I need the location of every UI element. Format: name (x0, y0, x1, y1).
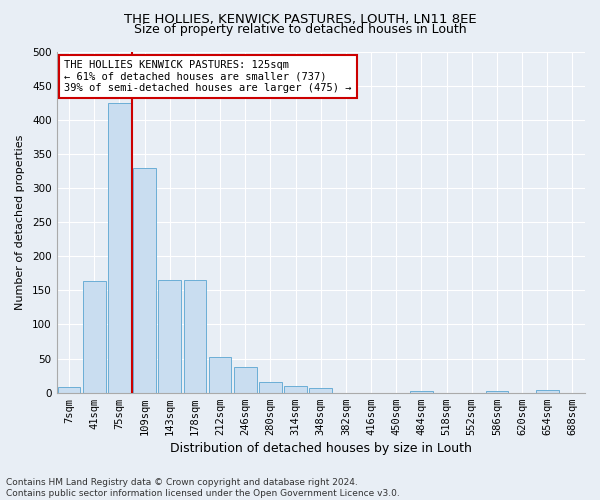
Text: Contains HM Land Registry data © Crown copyright and database right 2024.
Contai: Contains HM Land Registry data © Crown c… (6, 478, 400, 498)
Bar (158, 280, 181, 392)
Text: Size of property relative to detached houses in Louth: Size of property relative to detached ho… (134, 22, 466, 36)
Bar (184, 280, 206, 392)
Bar (133, 168, 156, 392)
Bar (536, 390, 559, 392)
Text: THE HOLLIES, KENWICK PASTURES, LOUTH, LN11 8EE: THE HOLLIES, KENWICK PASTURES, LOUTH, LN… (124, 12, 476, 26)
Bar (284, 386, 307, 392)
Bar (209, 356, 232, 392)
Y-axis label: Number of detached properties: Number of detached properties (15, 134, 25, 310)
X-axis label: Distribution of detached houses by size in Louth: Distribution of detached houses by size … (170, 442, 472, 455)
Bar (58, 387, 80, 392)
Bar (108, 102, 131, 393)
Bar (310, 388, 332, 392)
Text: THE HOLLIES KENWICK PASTURES: 125sqm
← 61% of detached houses are smaller (737)
: THE HOLLIES KENWICK PASTURES: 125sqm ← 6… (64, 60, 352, 93)
Bar (83, 282, 106, 393)
Bar (234, 368, 257, 392)
Bar (485, 390, 508, 392)
Bar (259, 382, 282, 392)
